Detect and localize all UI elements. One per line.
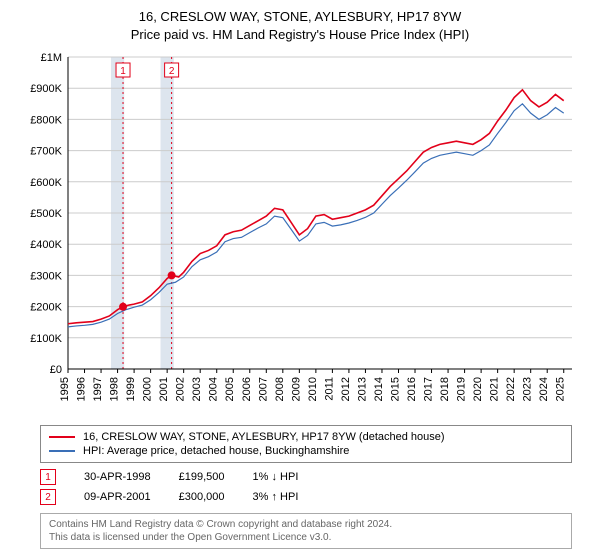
svg-text:1996: 1996	[76, 377, 88, 401]
svg-text:2004: 2004	[208, 377, 220, 401]
marker-price: £300,000	[179, 491, 225, 503]
svg-text:2001: 2001	[158, 377, 170, 401]
svg-text:2022: 2022	[505, 377, 517, 401]
legend-label: 16, CRESLOW WAY, STONE, AYLESBURY, HP17 …	[83, 431, 445, 443]
legend-swatch	[49, 436, 75, 438]
marker-price: £199,500	[179, 471, 225, 483]
svg-text:2: 2	[169, 66, 175, 77]
svg-text:2006: 2006	[241, 377, 253, 401]
svg-text:£900K: £900K	[30, 83, 62, 95]
legend-row: HPI: Average price, detached house, Buck…	[49, 444, 563, 458]
legend-swatch	[49, 450, 75, 452]
svg-text:2012: 2012	[340, 377, 352, 401]
svg-text:2023: 2023	[522, 377, 534, 401]
chart-container: 16, CRESLOW WAY, STONE, AYLESBURY, HP17 …	[0, 0, 600, 549]
svg-text:£800K: £800K	[30, 114, 62, 126]
svg-text:2013: 2013	[356, 377, 368, 401]
svg-text:2011: 2011	[323, 377, 335, 401]
svg-text:£100K: £100K	[30, 333, 62, 345]
svg-text:£400K: £400K	[30, 239, 62, 251]
title-block: 16, CRESLOW WAY, STONE, AYLESBURY, HP17 …	[0, 0, 600, 43]
svg-text:2005: 2005	[224, 377, 236, 401]
svg-text:2008: 2008	[274, 377, 286, 401]
marker-row: 2 09-APR-2001 £300,000 3% ↑ HPI	[40, 487, 572, 507]
svg-text:1999: 1999	[125, 377, 137, 401]
line-chart-svg: £0 £100K £200K £300K £400K £500K £600K £700K £80…	[20, 49, 580, 419]
marker-badge: 1	[40, 469, 56, 485]
legend: 16, CRESLOW WAY, STONE, AYLESBURY, HP17 …	[40, 425, 572, 463]
svg-text:2020: 2020	[472, 377, 484, 401]
svg-text:1997: 1997	[92, 377, 104, 401]
marker-date: 30-APR-1998	[84, 471, 151, 483]
svg-text:£500K: £500K	[30, 208, 62, 220]
title-line-1: 16, CRESLOW WAY, STONE, AYLESBURY, HP17 …	[0, 8, 600, 26]
svg-text:2017: 2017	[423, 377, 435, 401]
legend-row: 16, CRESLOW WAY, STONE, AYLESBURY, HP17 …	[49, 430, 563, 444]
copyright-box: Contains HM Land Registry data © Crown c…	[40, 513, 572, 549]
svg-text:2015: 2015	[389, 377, 401, 401]
svg-text:2009: 2009	[290, 377, 302, 401]
svg-text:2016: 2016	[406, 377, 418, 401]
svg-text:1995: 1995	[59, 377, 71, 401]
title-line-2: Price paid vs. HM Land Registry's House …	[0, 26, 600, 44]
svg-text:2021: 2021	[489, 377, 501, 401]
marker-delta: 3% ↑ HPI	[253, 491, 299, 503]
svg-text:£600K: £600K	[30, 177, 62, 189]
svg-text:£700K: £700K	[30, 146, 62, 158]
svg-text:2010: 2010	[307, 377, 319, 401]
marker-row: 1 30-APR-1998 £199,500 1% ↓ HPI	[40, 467, 572, 487]
marker-table: 1 30-APR-1998 £199,500 1% ↓ HPI 2 09-APR…	[40, 467, 572, 507]
svg-text:£200K: £200K	[30, 302, 62, 314]
svg-text:2019: 2019	[456, 377, 468, 401]
svg-text:£300K: £300K	[30, 270, 62, 282]
svg-text:£0: £0	[50, 364, 62, 376]
marker-delta: 1% ↓ HPI	[253, 471, 299, 483]
svg-text:1: 1	[120, 66, 126, 77]
svg-text:£1M: £1M	[41, 52, 62, 64]
svg-text:2000: 2000	[142, 377, 154, 401]
copyright-line: This data is licensed under the Open Gov…	[49, 531, 563, 544]
copyright-line: Contains HM Land Registry data © Crown c…	[49, 518, 563, 531]
svg-text:2003: 2003	[191, 377, 203, 401]
marker-date: 09-APR-2001	[84, 491, 151, 503]
chart-area: £0 £100K £200K £300K £400K £500K £600K £700K £80…	[20, 49, 580, 419]
legend-label: HPI: Average price, detached house, Buck…	[83, 445, 349, 457]
svg-text:2007: 2007	[257, 377, 269, 401]
svg-text:2014: 2014	[373, 377, 385, 401]
svg-text:2018: 2018	[439, 377, 451, 401]
svg-text:2002: 2002	[175, 377, 187, 401]
svg-text:2025: 2025	[555, 377, 567, 401]
svg-text:2024: 2024	[538, 377, 550, 401]
marker-badge: 2	[40, 489, 56, 505]
svg-text:1998: 1998	[109, 377, 121, 401]
